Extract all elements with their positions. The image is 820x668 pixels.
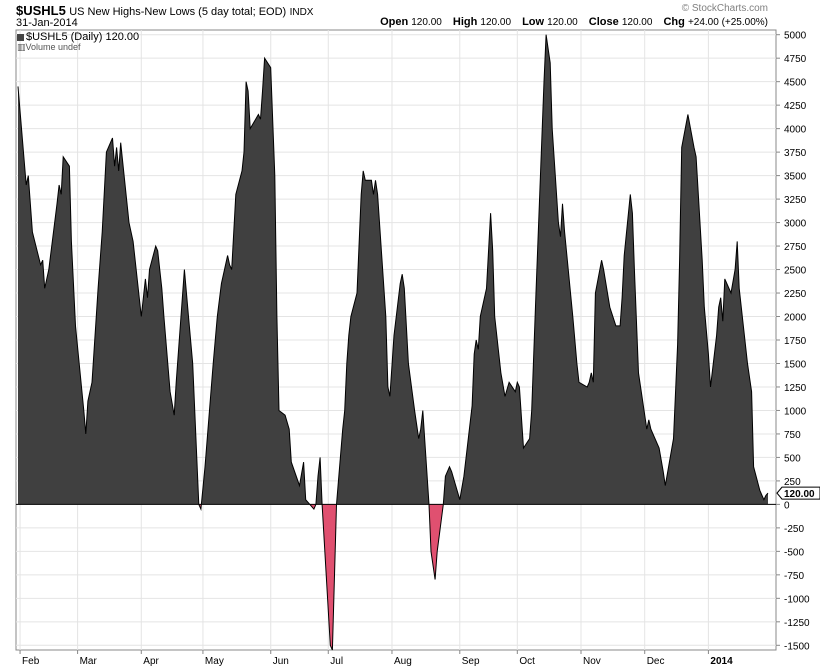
high-value: 120.00 xyxy=(480,17,512,28)
chg-value: +24.00 (+25.00%) xyxy=(687,17,768,28)
symbol-name: US New Highs-New Lows (5 day total; EOD) xyxy=(69,6,287,18)
last-value-marker xyxy=(776,486,820,500)
y-tick-label: 1750 xyxy=(784,336,807,347)
y-tick-label: 1250 xyxy=(784,383,807,394)
y-tick-label: -1000 xyxy=(784,594,810,605)
y-tick-label: -750 xyxy=(784,571,804,582)
last-value-label: 120.00 xyxy=(784,489,815,500)
x-tick-label: Apr xyxy=(143,656,159,667)
y-tick-label: 250 xyxy=(784,477,801,488)
x-tick-label: Oct xyxy=(519,656,535,667)
y-tick-label: 2500 xyxy=(784,266,807,277)
close-label: Close xyxy=(588,16,619,28)
open-value: 120.00 xyxy=(411,17,442,28)
x-tick-label: Aug xyxy=(394,656,412,667)
open-label: Open xyxy=(380,16,409,28)
chg-label: Chg xyxy=(663,16,685,28)
close-value: 120.00 xyxy=(621,17,653,28)
y-tick-label: 4000 xyxy=(784,125,807,136)
y-tick-label: 3250 xyxy=(784,195,807,206)
y-tick-label: 4500 xyxy=(784,78,807,89)
volume-legend: ▥Volume undef xyxy=(17,42,81,53)
y-tick-label: 750 xyxy=(784,430,801,441)
volume-legend-label: Volume undef xyxy=(25,42,81,52)
x-tick-label: 2014 xyxy=(710,656,733,667)
y-tick-label: 3000 xyxy=(784,219,807,230)
x-tick-label: Mar xyxy=(80,656,98,667)
series-legend-label: $USHL5 (Daily) 120.00 xyxy=(26,31,140,43)
low-value: 120.00 xyxy=(547,17,578,28)
y-tick-label: -1500 xyxy=(784,641,810,652)
y-tick-label: -250 xyxy=(784,524,804,535)
y-tick-label: 4750 xyxy=(784,54,807,65)
y-tick-label: -500 xyxy=(784,547,804,558)
y-tick-label: 3750 xyxy=(784,148,807,159)
x-tick-label: Nov xyxy=(583,656,601,667)
series-swatch-icon xyxy=(17,33,24,41)
y-tick-label: 2000 xyxy=(784,313,807,324)
x-tick-label: Dec xyxy=(647,656,665,667)
positive-area xyxy=(18,34,768,505)
x-tick-label: Feb xyxy=(22,656,40,667)
y-tick-label: 2250 xyxy=(784,289,807,300)
y-tick-label: 500 xyxy=(784,453,801,464)
y-tick-label: 1500 xyxy=(784,359,807,370)
chart-date: 31-Jan-2014 xyxy=(16,17,78,29)
exchange-label: INDX xyxy=(289,7,314,18)
y-tick-label: 0 xyxy=(784,500,790,511)
x-tick-label: Jul xyxy=(330,656,343,667)
x-tick-label: May xyxy=(205,656,224,667)
stockcharts-logo: © StockCharts.com xyxy=(681,3,768,14)
y-tick-label: -1250 xyxy=(784,618,810,629)
high-label: High xyxy=(452,16,478,28)
x-tick-label: Jun xyxy=(273,656,289,667)
x-tick-label: Sep xyxy=(462,656,480,667)
symbol-label: $USHL5 xyxy=(16,3,66,18)
series-line xyxy=(17,34,769,651)
bar-chart-icon: ▥ xyxy=(17,42,26,52)
y-tick-label: 2750 xyxy=(784,242,807,253)
y-tick-label: 4250 xyxy=(784,101,807,112)
low-label: Low xyxy=(522,16,545,28)
y-tick-label: 5000 xyxy=(784,31,807,42)
ohlc-readout: Open 120.00 High 120.00 Low 120.00 Close… xyxy=(372,16,768,28)
y-tick-label: 1000 xyxy=(784,406,807,417)
series-legend: $USHL5 (Daily) 120.00 xyxy=(17,31,139,43)
y-tick-label: 3500 xyxy=(784,172,807,183)
chart-header: $USHL5 US New Highs-New Lows (5 day tota… xyxy=(16,3,313,18)
